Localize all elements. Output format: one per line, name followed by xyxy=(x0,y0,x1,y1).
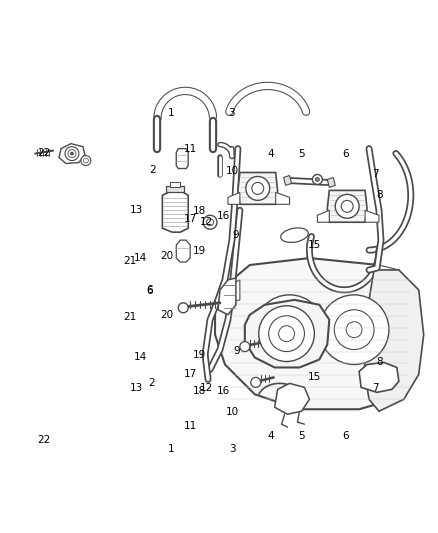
Circle shape xyxy=(259,306,314,361)
Text: 17: 17 xyxy=(184,214,198,224)
Circle shape xyxy=(83,158,88,163)
Polygon shape xyxy=(170,182,180,188)
Text: 15: 15 xyxy=(308,240,321,251)
Text: 19: 19 xyxy=(193,246,206,256)
Polygon shape xyxy=(283,175,292,185)
Text: 3: 3 xyxy=(229,108,235,118)
Circle shape xyxy=(279,326,294,342)
Text: 1: 1 xyxy=(168,108,175,118)
Polygon shape xyxy=(218,278,236,315)
Text: 22: 22 xyxy=(37,435,51,446)
Text: 18: 18 xyxy=(193,206,206,216)
Circle shape xyxy=(251,377,261,387)
Circle shape xyxy=(341,200,353,212)
Ellipse shape xyxy=(281,228,308,243)
Text: 11: 11 xyxy=(184,143,197,154)
Polygon shape xyxy=(327,177,335,188)
Polygon shape xyxy=(166,187,184,192)
Circle shape xyxy=(68,150,76,158)
Circle shape xyxy=(246,176,270,200)
Circle shape xyxy=(268,316,304,352)
Text: 14: 14 xyxy=(134,253,147,263)
Text: 9: 9 xyxy=(233,346,240,357)
Text: 18: 18 xyxy=(193,386,206,397)
Polygon shape xyxy=(162,190,188,232)
Text: 10: 10 xyxy=(226,407,239,417)
Text: 15: 15 xyxy=(308,373,321,382)
Text: 5: 5 xyxy=(298,149,305,159)
Circle shape xyxy=(312,174,322,184)
Polygon shape xyxy=(365,211,379,222)
Circle shape xyxy=(65,147,79,160)
Polygon shape xyxy=(379,265,399,285)
Circle shape xyxy=(270,310,309,350)
Text: 14: 14 xyxy=(134,352,147,361)
Text: 22: 22 xyxy=(38,148,51,158)
Polygon shape xyxy=(276,192,290,204)
Polygon shape xyxy=(215,258,419,409)
Text: 21: 21 xyxy=(123,256,136,266)
Polygon shape xyxy=(220,280,240,305)
Text: 1: 1 xyxy=(168,445,174,455)
Circle shape xyxy=(203,215,217,229)
Text: 2: 2 xyxy=(149,165,156,174)
Text: 19: 19 xyxy=(193,350,206,360)
Circle shape xyxy=(335,195,359,218)
Text: 20: 20 xyxy=(160,251,173,261)
Text: 6: 6 xyxy=(342,431,349,441)
Polygon shape xyxy=(228,192,240,204)
Text: 16: 16 xyxy=(217,211,230,221)
Polygon shape xyxy=(176,240,190,262)
Circle shape xyxy=(346,322,362,337)
Text: 6: 6 xyxy=(342,149,349,159)
Polygon shape xyxy=(176,149,188,168)
Polygon shape xyxy=(327,190,367,222)
Text: 4: 4 xyxy=(267,149,274,159)
Text: 17: 17 xyxy=(184,369,197,379)
Polygon shape xyxy=(238,173,278,204)
Text: 7: 7 xyxy=(372,169,378,180)
Text: 20: 20 xyxy=(160,310,173,320)
Circle shape xyxy=(240,342,250,352)
Polygon shape xyxy=(275,383,309,414)
Text: 4: 4 xyxy=(268,431,275,441)
Circle shape xyxy=(255,295,324,365)
Circle shape xyxy=(334,310,374,350)
Text: 6: 6 xyxy=(146,286,153,296)
Circle shape xyxy=(71,152,74,155)
Text: 13: 13 xyxy=(130,205,143,215)
Polygon shape xyxy=(364,270,424,411)
Circle shape xyxy=(282,322,297,337)
Text: 2: 2 xyxy=(148,378,155,388)
Text: 9: 9 xyxy=(233,230,239,240)
Circle shape xyxy=(178,303,188,313)
Text: 11: 11 xyxy=(184,421,198,431)
Text: 8: 8 xyxy=(377,190,383,200)
Circle shape xyxy=(252,182,264,195)
Circle shape xyxy=(81,156,91,166)
Text: 12: 12 xyxy=(199,383,212,393)
Text: 10: 10 xyxy=(226,166,238,175)
Circle shape xyxy=(207,219,214,225)
Polygon shape xyxy=(318,211,329,222)
Text: 5: 5 xyxy=(298,431,305,441)
Text: 16: 16 xyxy=(216,386,230,397)
Text: 12: 12 xyxy=(199,217,213,227)
Text: 3: 3 xyxy=(229,445,235,455)
Polygon shape xyxy=(245,300,329,367)
Text: 21: 21 xyxy=(123,312,136,322)
Text: 6: 6 xyxy=(146,285,153,295)
Text: 8: 8 xyxy=(377,357,383,367)
Text: 7: 7 xyxy=(372,383,379,393)
Polygon shape xyxy=(359,362,399,392)
Circle shape xyxy=(315,177,319,181)
Text: 13: 13 xyxy=(130,383,143,393)
Polygon shape xyxy=(59,144,85,164)
Circle shape xyxy=(319,295,389,365)
